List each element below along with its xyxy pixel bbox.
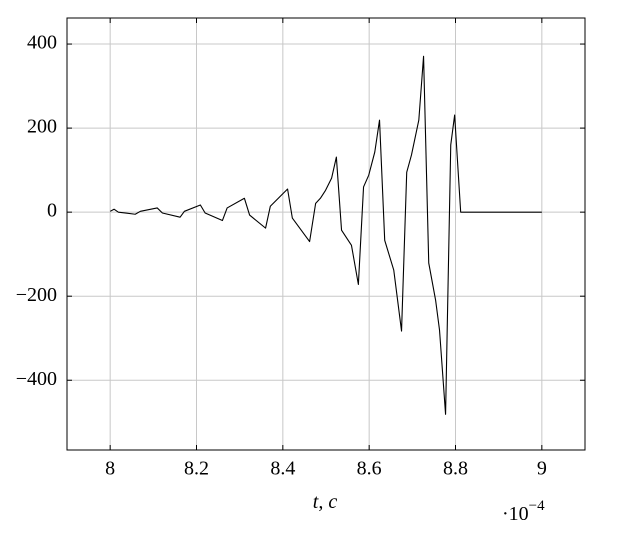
- x-axis-label-text: t, c: [313, 491, 338, 513]
- x-tick-label: 8: [105, 458, 115, 480]
- x-tick-label: 8.2: [184, 458, 209, 480]
- x-tick-label: 8.8: [443, 458, 468, 480]
- data-line: [109, 55, 542, 415]
- x-tick-label: 9: [537, 458, 547, 480]
- x-scale: ·10−4: [502, 498, 545, 524]
- x-scale-base: ·10: [502, 503, 529, 525]
- x-axis-label: t, c: [313, 491, 338, 513]
- y-tick-label: 0: [47, 200, 57, 222]
- y-tick-label: 400: [27, 32, 57, 54]
- y-tick-label: 200: [27, 116, 57, 138]
- x-tick-label: 8.6: [357, 458, 382, 480]
- plot-frame: [66, 17, 586, 451]
- x-tick-label: 8.4: [270, 458, 295, 480]
- x-scale-exponent: −4: [529, 498, 545, 514]
- y-tick-label: −200: [16, 284, 57, 306]
- y-tick-label: −400: [16, 368, 57, 390]
